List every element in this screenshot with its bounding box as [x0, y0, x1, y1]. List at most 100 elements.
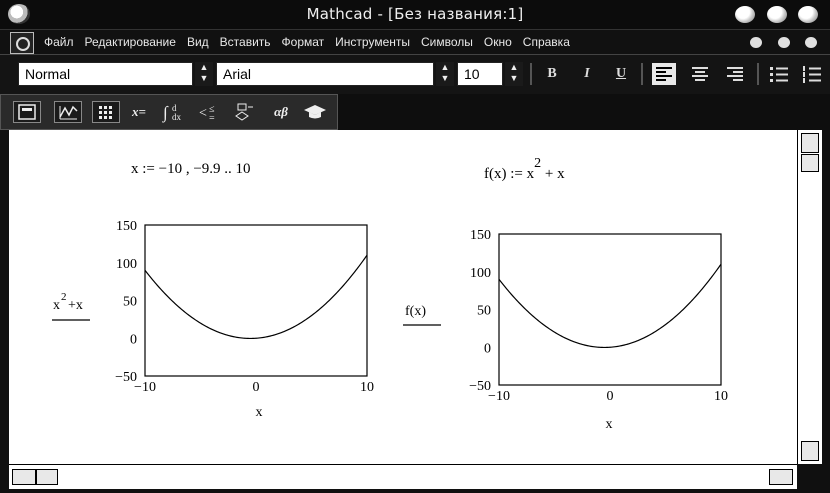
matrix-palette-button[interactable] [92, 101, 120, 123]
programming-icon [235, 103, 253, 121]
vertical-scroll-thumb[interactable] [801, 154, 819, 172]
title-bar: Mathcad - [Без названия:1] [0, 0, 830, 29]
plot-1-ytick-label: 150 [116, 219, 137, 234]
plot-1-ylabel-exp: 2 [61, 291, 67, 303]
matrix-icon [99, 106, 112, 119]
close-button[interactable] [798, 6, 818, 23]
minimize-button[interactable] [735, 6, 755, 23]
graph-palette-button[interactable] [54, 101, 82, 123]
menu-edit[interactable]: Редактирование [84, 35, 176, 49]
calculus-icon: ∫ ddx [162, 103, 182, 123]
function-definition-lhs: f(x) := x [484, 166, 535, 182]
horizontal-scrollbar[interactable] [9, 464, 797, 489]
toolbar-separator [757, 63, 759, 85]
plot-2-xtick-label: −10 [488, 389, 510, 404]
calculus-palette-button[interactable]: ∫ d dx [161, 101, 189, 123]
plot-1-frame [144, 224, 368, 377]
font-select[interactable]: Arial [216, 62, 434, 86]
doc-restore-button[interactable] [778, 37, 790, 48]
vertical-scrollbar[interactable] [797, 130, 822, 464]
plot-2-ytick-label: 0 [484, 341, 491, 356]
symbolic-palette-button[interactable] [301, 101, 329, 123]
plot-2-curve [498, 263, 722, 349]
style-select[interactable]: Normal [18, 62, 193, 86]
align-right-button[interactable] [723, 63, 747, 85]
menu-insert[interactable]: Вставить [219, 35, 271, 49]
greek-palette-button[interactable]: αβ [274, 104, 288, 119]
svg-text:d: d [172, 103, 177, 113]
mathcad-app-icon[interactable] [8, 4, 30, 24]
font-size-spinner[interactable]: ▲ ▼ [505, 62, 523, 86]
math-toolbar: x= ∫ d dx < ≤ = αβ [0, 94, 338, 130]
toolbar-separator [530, 63, 532, 85]
align-center-button[interactable] [688, 63, 712, 85]
scroll-down-button[interactable] [801, 441, 819, 461]
align-center-icon [692, 67, 708, 81]
calculator-icon [18, 104, 36, 120]
toolbar-separator [641, 63, 643, 85]
plot-1-ytick-label: 50 [123, 295, 137, 310]
evaluation-palette-button[interactable]: x= [132, 104, 146, 119]
plot-1-ylabel-rest: +x [68, 298, 83, 313]
calculator-palette-button[interactable] [13, 101, 41, 123]
numbered-list-icon [803, 66, 821, 83]
underline-button[interactable]: U [615, 66, 627, 81]
plot-2-ytick-label: 150 [470, 228, 491, 243]
align-right-icon [727, 67, 743, 81]
menu-help[interactable]: Справка [522, 35, 570, 49]
svg-text:<: < [199, 106, 207, 121]
scroll-up-button[interactable] [801, 133, 819, 153]
graph-icon [59, 105, 78, 120]
font-size-select[interactable]: 10 [457, 62, 503, 86]
scroll-right-button[interactable] [769, 469, 793, 485]
menu-format[interactable]: Формат [281, 35, 325, 49]
plot-2[interactable]: f(x) x 150 100 50 0 −50−10 0 10 [399, 224, 759, 434]
plot-1-xtick-label: 0 [253, 380, 260, 395]
graduation-cap-icon [304, 105, 326, 119]
plot-2-frame [498, 233, 722, 386]
worksheet[interactable]: x := −10 , −9.9 .. 10 f(x) := x2 + x x 2… [9, 130, 797, 464]
formatting-toolbar: Normal ▲ ▼ Arial ▲ ▼ 10 ▲ ▼ B I U [0, 54, 830, 95]
plot-2-ytick-label: 100 [470, 266, 491, 281]
plot-1-xtick-label: 10 [360, 380, 374, 395]
plot-1-ytick-label: 100 [116, 257, 137, 272]
font-spinner[interactable]: ▲ ▼ [436, 62, 454, 86]
doc-minimize-button[interactable] [750, 37, 762, 48]
function-definition-rhs: + x [541, 166, 565, 182]
plot-2-xtick-label: 10 [714, 389, 728, 404]
numbered-list-button[interactable] [800, 63, 824, 85]
menu-file[interactable]: Файл [44, 35, 74, 49]
plot-2-ytick-label: −50 [469, 379, 491, 394]
doc-close-button[interactable] [805, 37, 817, 48]
menu-window[interactable]: Окно [483, 35, 512, 49]
align-left-button[interactable] [652, 63, 676, 85]
menu-tools[interactable]: Инструменты [335, 35, 410, 49]
boolean-palette-button[interactable]: < ≤ = [197, 101, 225, 124]
plot-1[interactable]: x 2 +x x 150 100 50 0 −50−10 0 10 [39, 214, 399, 424]
style-spinner[interactable]: ▲ ▼ [195, 62, 213, 86]
plot-2-ytick-label: 50 [477, 304, 491, 319]
svg-text:≤: ≤ [209, 104, 215, 115]
menu-symbols[interactable]: Символы [421, 35, 473, 49]
document-icon[interactable] [10, 32, 34, 54]
scroll-left-button[interactable] [12, 469, 36, 485]
plot-2-ylabel: f(x) [405, 304, 426, 319]
plot-1-ylabel-base: x [53, 298, 60, 313]
maximize-button[interactable] [767, 6, 787, 23]
plot-1-xtick-label: −10 [134, 380, 156, 395]
range-definition[interactable]: x := −10 , −9.9 .. 10 [131, 161, 251, 177]
horizontal-scroll-thumb[interactable] [36, 469, 58, 485]
italic-button[interactable]: I [584, 66, 590, 81]
bullet-list-icon [770, 67, 788, 82]
plot-1-ytick-label: 0 [130, 332, 137, 347]
bullet-list-button[interactable] [767, 63, 791, 85]
boolean-icon: < ≤= [199, 104, 215, 124]
plot-1-xlabel: x [256, 405, 263, 420]
programming-palette-button[interactable] [231, 101, 259, 123]
svg-text:dx: dx [172, 112, 182, 122]
svg-text:=: = [209, 113, 215, 123]
menu-view[interactable]: Вид [186, 35, 209, 49]
function-definition[interactable]: f(x) := x2 + x [484, 156, 565, 183]
bold-button[interactable]: B [547, 66, 557, 81]
svg-text:∫: ∫ [162, 103, 169, 123]
